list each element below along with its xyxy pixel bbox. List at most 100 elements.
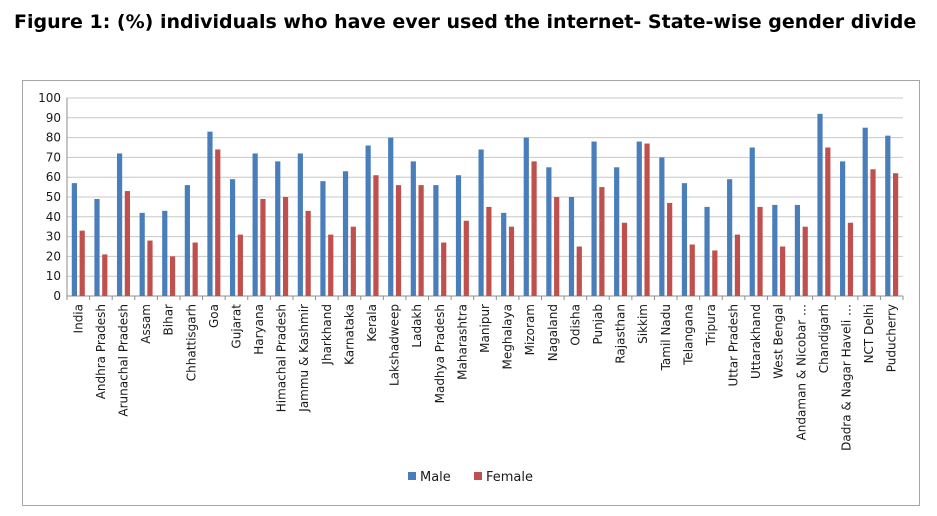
y-tick-label: 20 [46, 249, 61, 263]
category-label: Kerala [365, 304, 379, 342]
bar-female [644, 143, 650, 296]
bar-female [780, 246, 786, 296]
category-label: Jharkhand [320, 304, 334, 366]
category-label: Himachal Pradesh [275, 304, 289, 412]
bar-female [554, 197, 560, 296]
legend-swatch-female [474, 472, 482, 480]
bar-female [192, 242, 198, 296]
category-label: Andaman & Nicobar … [794, 304, 808, 440]
bar-male [116, 153, 123, 296]
category-label: Uttarakhand [749, 304, 763, 379]
legend-label: Male [420, 470, 451, 485]
bar-female [305, 210, 311, 296]
bar-female [418, 185, 424, 296]
bar-female [599, 187, 605, 296]
bar-female [215, 149, 221, 296]
bar-male [862, 127, 868, 296]
bar-female [260, 198, 266, 296]
bar-male [840, 161, 846, 296]
category-label: Maharashtra [455, 304, 469, 380]
bar-male [184, 185, 190, 296]
y-tick-label: 80 [46, 131, 61, 145]
bar-female [441, 242, 447, 296]
category-label: Madhya Pradesh [433, 304, 447, 403]
y-tick-label: 40 [46, 210, 61, 224]
bar-male [501, 212, 507, 296]
legend-swatch-male [408, 472, 416, 480]
bar-male [727, 179, 733, 296]
category-label: Meghalaya [501, 304, 515, 369]
bar-male [546, 167, 552, 296]
bar-male [704, 206, 710, 296]
y-tick-label: 50 [46, 190, 61, 204]
category-label: Chandigarh [817, 304, 831, 373]
bar-male [478, 149, 484, 296]
category-label: Andhra Pradesh [94, 304, 108, 399]
bar-female [350, 226, 356, 296]
bar-female [237, 234, 243, 296]
bar-female [531, 161, 537, 296]
bar-male [636, 141, 642, 296]
bar-female [147, 240, 153, 296]
bar-female [124, 191, 130, 296]
y-tick-label: 100 [38, 91, 61, 105]
bar-female [576, 246, 582, 296]
bar-chart: 0 10 20 30 40 50 60 70 80 90 100 India Andhra Prades… [38, 91, 904, 485]
chart-area: 0 10 20 30 40 50 60 70 80 90 100 India Andhra Prades… [22, 80, 920, 506]
bar-male [659, 157, 665, 296]
category-label: Rajasthan [614, 304, 628, 364]
bar-male [71, 183, 77, 296]
category-label: Telangana [681, 304, 695, 366]
bar-male [794, 204, 801, 296]
category-label: Arunachal Pradesh [116, 304, 130, 417]
category-label: Puducherry [885, 304, 899, 372]
category-label: Jammu & Kashmir [297, 304, 311, 413]
y-tick-label: 70 [46, 150, 61, 164]
category-label: Gujarat [229, 304, 243, 349]
bar-female [893, 173, 899, 296]
figure-title: Figure 1: (%) individuals who have ever … [14, 11, 917, 33]
bar-male [523, 137, 529, 296]
bar-male [433, 185, 439, 296]
bar-male [614, 167, 620, 296]
category-label: Tripura [704, 304, 718, 346]
bar-female [395, 185, 402, 296]
bar-male [410, 161, 416, 296]
bar-female [825, 147, 831, 296]
bar-female [689, 244, 695, 296]
y-tick-label: 30 [46, 230, 61, 244]
bar-female [169, 256, 176, 296]
category-label: Punjab [591, 304, 605, 345]
bar-male [162, 210, 168, 296]
bar-male [591, 141, 597, 296]
bar-male [342, 171, 349, 296]
bar-female [847, 222, 854, 296]
bar-male [320, 181, 326, 296]
category-label: Karnataka [342, 304, 356, 365]
bar-female [463, 220, 469, 296]
bar-female [870, 169, 876, 296]
category-label: Goa [207, 304, 221, 328]
bar-male [207, 131, 213, 296]
category-label: Dadra & Nagar Haveli … [840, 304, 854, 451]
y-tick-label: 90 [46, 111, 61, 125]
category-label: NCT Delhi [862, 304, 876, 363]
category-label: Bihar [162, 304, 176, 336]
bar-male [365, 145, 371, 296]
bar-male [749, 147, 755, 296]
category-label: Uttar Pradesh [727, 304, 741, 386]
bar-female [667, 202, 673, 296]
bar-male [772, 204, 778, 296]
category-label: Lakshadweep [388, 304, 402, 386]
category-label: Nagaland [546, 304, 560, 361]
category-label: Haryana [252, 304, 266, 355]
bar-male [229, 179, 236, 296]
y-tick-label: 60 [46, 170, 61, 184]
y-tick-label: 10 [46, 269, 61, 283]
bar-male [455, 175, 462, 296]
category-label: Chhattisgarh [184, 304, 198, 381]
bar-female [373, 175, 379, 296]
category-label: Manipur [478, 304, 492, 353]
bar-male [297, 153, 303, 296]
bar-female [508, 226, 515, 296]
